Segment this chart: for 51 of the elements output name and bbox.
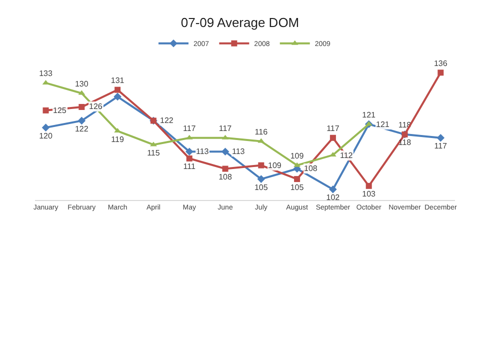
point bbox=[221, 148, 230, 156]
data-label: 113 bbox=[232, 147, 246, 156]
point bbox=[78, 116, 86, 125]
data-label: 121 bbox=[362, 110, 376, 120]
point bbox=[330, 134, 336, 141]
data-label: 117 bbox=[326, 124, 340, 134]
point bbox=[366, 182, 372, 189]
data-label: 116 bbox=[254, 128, 268, 137]
data-label: 111 bbox=[183, 162, 196, 172]
data-label: 125 bbox=[53, 106, 67, 115]
point bbox=[114, 92, 122, 101]
point bbox=[78, 104, 85, 110]
point bbox=[222, 166, 228, 172]
point bbox=[42, 107, 49, 114]
point bbox=[186, 155, 192, 162]
data-label: 113 bbox=[196, 147, 210, 156]
data-label: 109 bbox=[290, 152, 304, 161]
data-label: 122 bbox=[160, 116, 174, 125]
data-label: 120 bbox=[39, 131, 53, 140]
point bbox=[436, 134, 445, 142]
point bbox=[294, 176, 300, 182]
point bbox=[257, 175, 266, 183]
data-label: 121 bbox=[376, 120, 390, 129]
data-label: 126 bbox=[89, 102, 103, 111]
point bbox=[114, 86, 121, 93]
data-label: 103 bbox=[362, 190, 376, 199]
data-label: 108 bbox=[304, 164, 318, 173]
data-label: 109 bbox=[268, 161, 282, 170]
data-label: 119 bbox=[111, 134, 124, 144]
data-label: 122 bbox=[74, 124, 89, 134]
point bbox=[42, 124, 50, 132]
point bbox=[258, 162, 264, 168]
chart-title: 07-09 Average DOM bbox=[180, 15, 300, 30]
data-label: 131 bbox=[110, 76, 125, 86]
point bbox=[438, 70, 444, 76]
data-label: 112 bbox=[340, 151, 354, 160]
data-label: 117 bbox=[182, 124, 196, 134]
data-label: 133 bbox=[39, 69, 53, 78]
data-label: 136 bbox=[434, 58, 448, 68]
point bbox=[185, 148, 194, 156]
data-label: 108 bbox=[218, 172, 232, 182]
data-label: 102 bbox=[326, 193, 340, 202]
data-label: 118 bbox=[398, 138, 412, 148]
point bbox=[150, 142, 157, 146]
data-label: 117 bbox=[218, 124, 232, 134]
data-label: 117 bbox=[434, 142, 448, 151]
data-label: 105 bbox=[254, 182, 268, 192]
data-label: 130 bbox=[74, 79, 89, 88]
data-label: 105 bbox=[290, 182, 304, 192]
data-label: 115 bbox=[147, 148, 160, 158]
point bbox=[329, 185, 337, 194]
